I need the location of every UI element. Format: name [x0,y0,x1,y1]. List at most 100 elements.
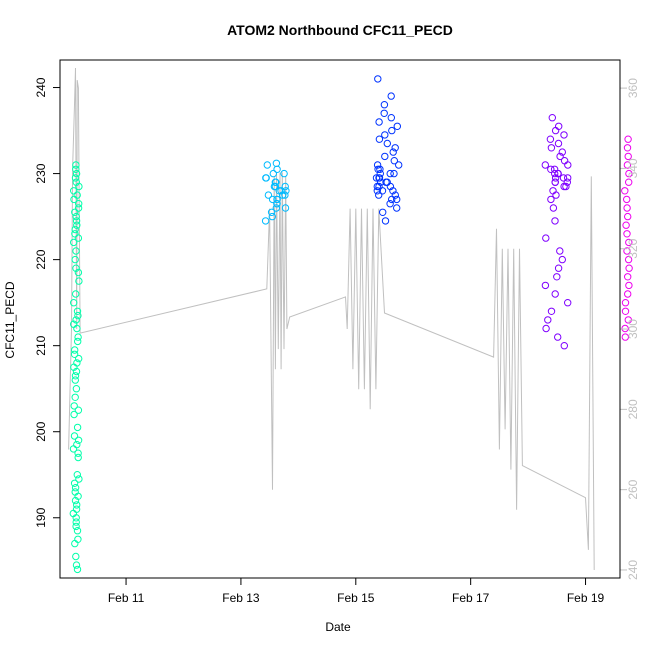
data-point-series-1 [70,320,78,328]
data-point-series-3 [375,118,383,126]
data-point-series-2 [267,208,276,217]
data-point-series-2 [271,182,280,191]
data-point-series-3 [380,101,389,109]
data-point-series-1 [72,505,81,513]
data-point-series-2 [281,191,289,199]
data-point-series-5 [624,273,632,281]
data-point-series-1 [75,200,83,208]
data-point-series-5 [623,230,631,238]
data-point-series-5 [623,144,632,152]
data-point-series-2 [272,159,281,168]
data-point-series-5 [624,290,632,298]
data-point-series-4 [560,157,569,165]
data-point-series-3 [390,157,398,165]
data-point-series-3 [390,169,398,178]
data-point-series-4 [547,195,555,204]
data-point-series-5 [623,204,631,212]
y-tick-label: 190 [34,507,48,527]
data-point-series-1 [70,350,79,358]
data-point-series-2 [273,200,281,208]
data-point-series-5 [624,135,632,143]
data-point-series-3 [382,178,390,186]
data-point-series-4 [551,290,559,298]
data-point-series-3 [381,152,389,161]
y2-tick-label: 320 [626,238,640,258]
data-point-series-1 [72,165,80,174]
y-tick-label: 200 [34,421,48,441]
data-point-series-4 [550,165,559,174]
data-point-series-5 [623,161,632,169]
data-point-series-1 [73,423,82,432]
data-point-series-1 [70,410,78,419]
data-point-series-5 [621,307,630,315]
data-point-series-4 [541,161,549,169]
data-point-series-5 [623,247,631,255]
data-point-series-4 [551,169,559,178]
data-point-series-3 [373,161,382,169]
data-point-series-1 [72,247,80,255]
data-point-series-1 [70,187,78,195]
data-point-series-1 [71,208,79,217]
data-point-series-3 [393,204,401,212]
data-point-series-4 [563,178,571,186]
data-point-series-3 [393,122,401,131]
data-point-series-3 [386,169,394,178]
data-point-series-1 [72,290,80,298]
y-tick-label: 220 [34,249,48,269]
data-point-series-3 [395,161,403,169]
data-point-series-1 [72,178,81,186]
data-point-series-5 [621,324,629,333]
y2-tick-label: 260 [626,479,640,499]
x-tick-label: Feb 13 [222,591,260,605]
data-point-series-5 [624,152,632,161]
data-point-series-1 [73,359,81,367]
data-point-series-1 [73,307,82,315]
data-point-series-3 [381,217,390,225]
data-point-series-4 [560,342,568,350]
data-point-series-1 [70,238,78,247]
data-point-series-3 [389,148,397,156]
data-point-series-1 [73,565,82,574]
data-point-series-3 [374,165,382,174]
data-point-series-3 [379,208,387,217]
data-point-series-5 [624,316,632,324]
data-point-series-4 [547,144,556,152]
y-tick-label: 210 [34,335,48,355]
data-point-series-2 [263,161,271,169]
data-point-series-1 [71,255,79,264]
data-point-series-4 [547,307,556,315]
data-point-series-1 [75,475,83,483]
data-point-series-2 [262,174,270,182]
data-point-series-5 [625,281,633,290]
data-point-series-1 [73,501,81,509]
data-point-series-2 [271,178,279,186]
data-point-series-1 [72,264,80,272]
data-point-series-3 [375,191,383,199]
data-point-series-3 [387,114,395,122]
data-point-series-1 [71,346,79,354]
data-point-series-4 [559,174,568,182]
x-tick-label: Feb 15 [337,591,375,605]
data-point-series-4 [564,299,572,307]
data-point-series-2 [277,187,285,195]
data-point-series-1 [74,449,82,457]
data-point-series-2 [261,217,270,225]
secondary-trace-line [68,67,595,571]
data-point-series-4 [548,114,556,122]
data-point-series-1 [74,436,83,444]
data-point-series-3 [380,109,388,118]
data-point-series-1 [73,221,81,229]
data-point-series-2 [272,204,280,212]
data-point-series-4 [554,139,563,148]
data-point-series-2 [281,182,289,191]
y2-tick-label: 360 [626,78,640,98]
data-point-series-4 [564,174,572,182]
y2-tick-label: 300 [626,319,640,339]
data-point-series-4 [556,152,564,161]
data-point-series-1 [71,174,80,182]
data-point-series-1 [75,354,83,363]
data-point-series-1 [71,393,79,401]
data-point-series-1 [74,337,82,346]
data-point-series-1 [72,518,80,526]
